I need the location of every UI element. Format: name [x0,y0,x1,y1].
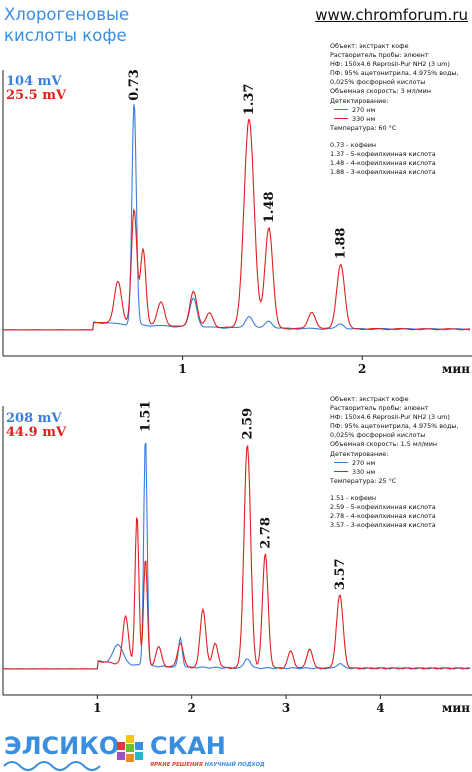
peak-id-2: 2.59 - 5-кофеилхинная кислота [330,503,436,512]
scan-cube-icon [117,735,143,762]
legend-line-red [334,118,348,120]
chart2-method-info: Объект: экстракт кофе Растворитель пробы… [330,395,458,530]
method-column: НФ: 150x4.6 Reprosil-Pur NH2 (3 um) [330,60,450,69]
x-tick-label: 2 [188,701,196,715]
peak-label: 2.78 [258,517,273,549]
legend-330: 330 нм [330,468,458,477]
method-object: Объект: экстракт кофе [330,42,409,50]
chart1-scale-red: 25.5 mV [6,88,67,103]
method-flow: Объемная скорость: 3 мл/мин [330,87,431,96]
logo-elsiko-text: ЭЛСИКО [4,732,120,760]
x-tick-label: 2 [358,362,366,376]
x-unit-label: мин [442,362,470,376]
peak-label: 1.37 [242,84,257,116]
peak-label: 1.51 [138,400,153,432]
method-mobile-phase-2: 0,025% фосфорной кислоты [330,431,426,440]
peak-id-3: 1.48 - 4-кофеилхинная кислота [330,159,436,168]
peak-id-2: 1.37 - 5-кофеилхинная кислота [330,150,436,159]
x-tick-label: 1 [178,362,186,376]
slogan-red: ЯРКИЕ РЕШЕНИЯ [150,762,203,768]
legend-270: 270 нм [330,106,458,115]
x-tick-label: 4 [376,701,384,715]
trace-red [3,445,471,670]
slogan-blue: НАУЧНЫЙ ПОДХОД [204,762,265,768]
peak-id-4: 3.57 - 3-кофеилхинная кислота [330,521,436,530]
legend-line-blue [334,462,348,464]
chart2-plot: 1.51 2.59 2.78 3.57 1 2 3 4 мин [2,400,472,715]
peak-label: 0.73 [127,69,142,101]
peak-label: 1.48 [262,191,277,223]
peak-id-1: 0.73 - кофеин [330,140,377,149]
method-mobile-phase: ПФ: 95% ацетонитрила, 4.975% воды, [330,422,459,431]
page-title: Хлорогеновые кислоты кофе [4,4,129,46]
method-column: НФ: 150x4.6 Reprosil-Pur NH2 (3 um) [330,413,450,422]
method-object: Объект: экстракт кофе [330,395,409,403]
legend-270: 270 нм [330,459,458,468]
logo-scan-text: СКАН [150,732,226,760]
trace-red [3,119,470,331]
method-mobile-phase: ПФ: 95% ацетонитрила, 4.975% воды, [330,69,459,78]
method-detection: Детектирование: [330,96,389,105]
chart2-scale-red: 44.9 mV [6,425,67,440]
method-solvent: Растворитель пробы: элюент [330,404,429,413]
title-line-2: кислоты кофе [4,26,127,45]
method-temperature: Температура: 60 °С [330,123,397,132]
method-flow: Объемная скорость: 1.5 мл/мин [330,440,438,449]
x-tick-label: 3 [282,701,290,715]
legend-line-blue [334,109,348,111]
website-link[interactable]: www.chromforum.ru [315,6,468,24]
legend-330: 330 нм [330,115,458,124]
method-detection: Детектирование: [330,449,389,458]
title-line-1: Хлорогеновые [4,5,130,24]
chart2-scale-blue: 208 mV [6,411,62,426]
peak-id-1: 1.51 - кофеин [330,493,377,502]
peak-label: 3.57 [333,558,348,590]
x-tick-label: 1 [93,701,101,715]
legend-line-red [334,471,348,473]
chart1-method-info: Объект: экстракт кофе Растворитель пробы… [330,42,458,177]
logo-slogan: ЯРКИЕ РЕШЕНИЯ НАУЧНЫЙ ПОДХОД [150,762,265,768]
elsiko-wave-icon [3,761,101,771]
x-unit-label: мин [442,701,470,715]
company-logo: ЭЛСИКО СКАН ЯРКИЕ РЕШЕНИЯ НАУЧНЫЙ ПОДХОД [2,728,265,772]
peak-id-3: 2.78 - 4-кофеилхинная кислота [330,512,436,521]
peak-label: 1.88 [334,228,349,260]
method-mobile-phase-2: 0,025% фосфорной кислоты [330,78,426,87]
peak-label: 2.59 [240,408,255,440]
peak-id-4: 1.88 - 3-кофеилхинная кислота [330,168,436,177]
chart1-plot: 0.73 1.37 1.48 1.88 1 2 мин [2,69,472,376]
method-solvent: Растворитель пробы: элюент [330,51,429,60]
method-temperature: Температура: 25 °С [330,476,397,485]
chart1-scale-blue: 104 mV [6,74,62,89]
